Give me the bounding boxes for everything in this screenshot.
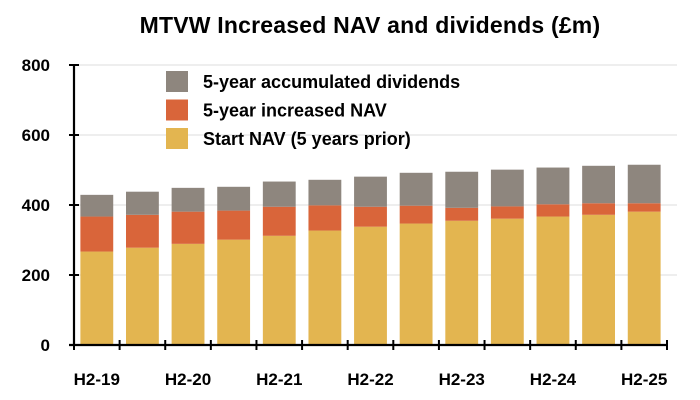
bar-segment-5-year-increased-nav <box>171 211 205 244</box>
bar-segment-5-year-increased-nav <box>308 205 342 231</box>
bar-segment-5-year-accumulated-dividends <box>80 194 114 217</box>
y-tick-labels: 0 200 400 600 800 <box>22 56 50 355</box>
x-tick-label: H2-23 <box>439 370 485 389</box>
x-tick-label: H2-21 <box>256 370 302 389</box>
legend-label: Start NAV (5 years prior) <box>203 129 411 149</box>
bars <box>80 164 661 345</box>
x-tick-label: H2-22 <box>347 370 393 389</box>
bar-segment-5-year-increased-nav <box>582 203 615 215</box>
bar-segment-5-year-increased-nav <box>490 206 524 219</box>
bar-segment-start-nav-5-years-prior <box>399 223 433 345</box>
bar-segment-5-year-accumulated-dividends <box>126 191 159 215</box>
bar-segment-start-nav-5-years-prior <box>126 247 159 345</box>
bar-segment-5-year-increased-nav <box>399 205 433 224</box>
bar-segment-5-year-accumulated-dividends <box>627 164 661 204</box>
bar-segment-start-nav-5-years-prior <box>536 216 570 345</box>
bar-segment-5-year-accumulated-dividends <box>354 176 387 207</box>
x-tick-label: H2-19 <box>74 370 120 389</box>
x-tick-label: H2-24 <box>530 370 577 389</box>
y-tick-label: 400 <box>22 196 50 215</box>
bar-segment-5-year-accumulated-dividends <box>308 179 342 206</box>
bar-segment-start-nav-5-years-prior <box>308 230 342 345</box>
bar-segment-5-year-accumulated-dividends <box>399 172 433 206</box>
bar-segment-5-year-accumulated-dividends <box>536 167 570 205</box>
bar-segment-start-nav-5-years-prior <box>171 243 205 345</box>
bar-segment-start-nav-5-years-prior <box>445 220 479 345</box>
y-tick-label: 0 <box>41 336 50 355</box>
legend: 5-year accumulated dividends 5-year incre… <box>166 71 460 149</box>
bar-segment-5-year-increased-nav <box>80 216 114 252</box>
bar-segment-5-year-increased-nav <box>536 204 570 217</box>
x-tick-label: H2-25 <box>621 370 667 389</box>
bar-segment-start-nav-5-years-prior <box>490 218 524 345</box>
bar-segment-5-year-increased-nav <box>262 206 296 236</box>
bar-segment-5-year-increased-nav <box>217 210 251 240</box>
bar-segment-5-year-increased-nav <box>354 206 387 227</box>
bar-segment-start-nav-5-years-prior <box>80 251 114 345</box>
legend-label: 5-year accumulated dividends <box>203 72 460 92</box>
x-tick-labels: H2-19 H2-20 H2-21 H2-22 H2-23 H2-24 H2-25 <box>74 370 668 389</box>
bar-segment-5-year-accumulated-dividends <box>217 186 251 211</box>
y-tick-label: 600 <box>22 126 50 145</box>
x-tick-label: H2-20 <box>165 370 211 389</box>
legend-label: 5-year increased NAV <box>203 101 387 121</box>
bar-segment-start-nav-5-years-prior <box>217 239 251 345</box>
bar-segment-5-year-accumulated-dividends <box>445 171 479 208</box>
bar-segment-5-year-increased-nav <box>126 214 159 248</box>
bar-segment-5-year-increased-nav <box>445 207 479 221</box>
legend-swatch <box>166 128 188 149</box>
y-tick-label: 800 <box>22 56 50 75</box>
legend-swatch <box>166 99 188 121</box>
bar-segment-5-year-accumulated-dividends <box>171 187 205 212</box>
bar-segment-start-nav-5-years-prior <box>627 211 661 345</box>
bar-segment-5-year-accumulated-dividends <box>582 165 615 204</box>
bar-segment-5-year-increased-nav <box>627 203 661 212</box>
axes <box>69 64 668 350</box>
bar-segment-5-year-accumulated-dividends <box>490 169 524 207</box>
bar-segment-start-nav-5-years-prior <box>262 235 296 345</box>
chart-title: MTVW Increased NAV and dividends (£m) <box>139 12 601 38</box>
legend-swatch <box>166 71 188 92</box>
bar-segment-start-nav-5-years-prior <box>582 214 615 345</box>
bar-segment-start-nav-5-years-prior <box>354 226 387 345</box>
y-tick-label: 200 <box>22 266 50 285</box>
bar-segment-5-year-accumulated-dividends <box>262 181 296 207</box>
